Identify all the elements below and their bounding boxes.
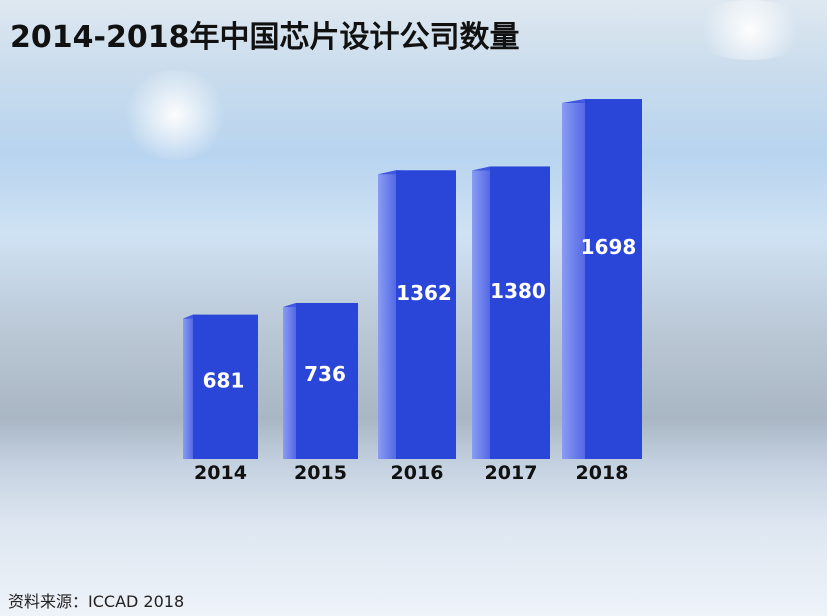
x-tick-label: 2016 xyxy=(391,462,444,484)
bar-side xyxy=(472,166,490,459)
bar-2014 xyxy=(193,314,258,459)
x-tick-label: 2017 xyxy=(485,462,538,484)
data-label: 681 xyxy=(203,369,245,393)
bar-2016 xyxy=(396,170,456,460)
bar-2018 xyxy=(585,99,642,460)
sky-glow xyxy=(690,0,810,60)
data-label: 736 xyxy=(304,362,346,386)
source-note: 资料来源：ICCAD 2018 xyxy=(8,592,185,611)
data-label: 1380 xyxy=(490,279,546,303)
bar-side xyxy=(378,170,396,460)
bar-side xyxy=(283,302,296,459)
sky-glow xyxy=(120,70,230,160)
x-tick-label: 2018 xyxy=(576,462,629,484)
data-label: 1698 xyxy=(581,235,637,259)
bar-side xyxy=(562,99,585,460)
bar-2015 xyxy=(296,302,358,459)
x-tick-label: 2014 xyxy=(194,462,247,484)
data-label: 1362 xyxy=(396,281,452,305)
page-title: 2014-2018年中国芯片设计公司数量 xyxy=(10,20,520,55)
bar-side xyxy=(183,314,193,459)
bar-2017 xyxy=(490,166,550,459)
x-tick-label: 2015 xyxy=(294,462,347,484)
